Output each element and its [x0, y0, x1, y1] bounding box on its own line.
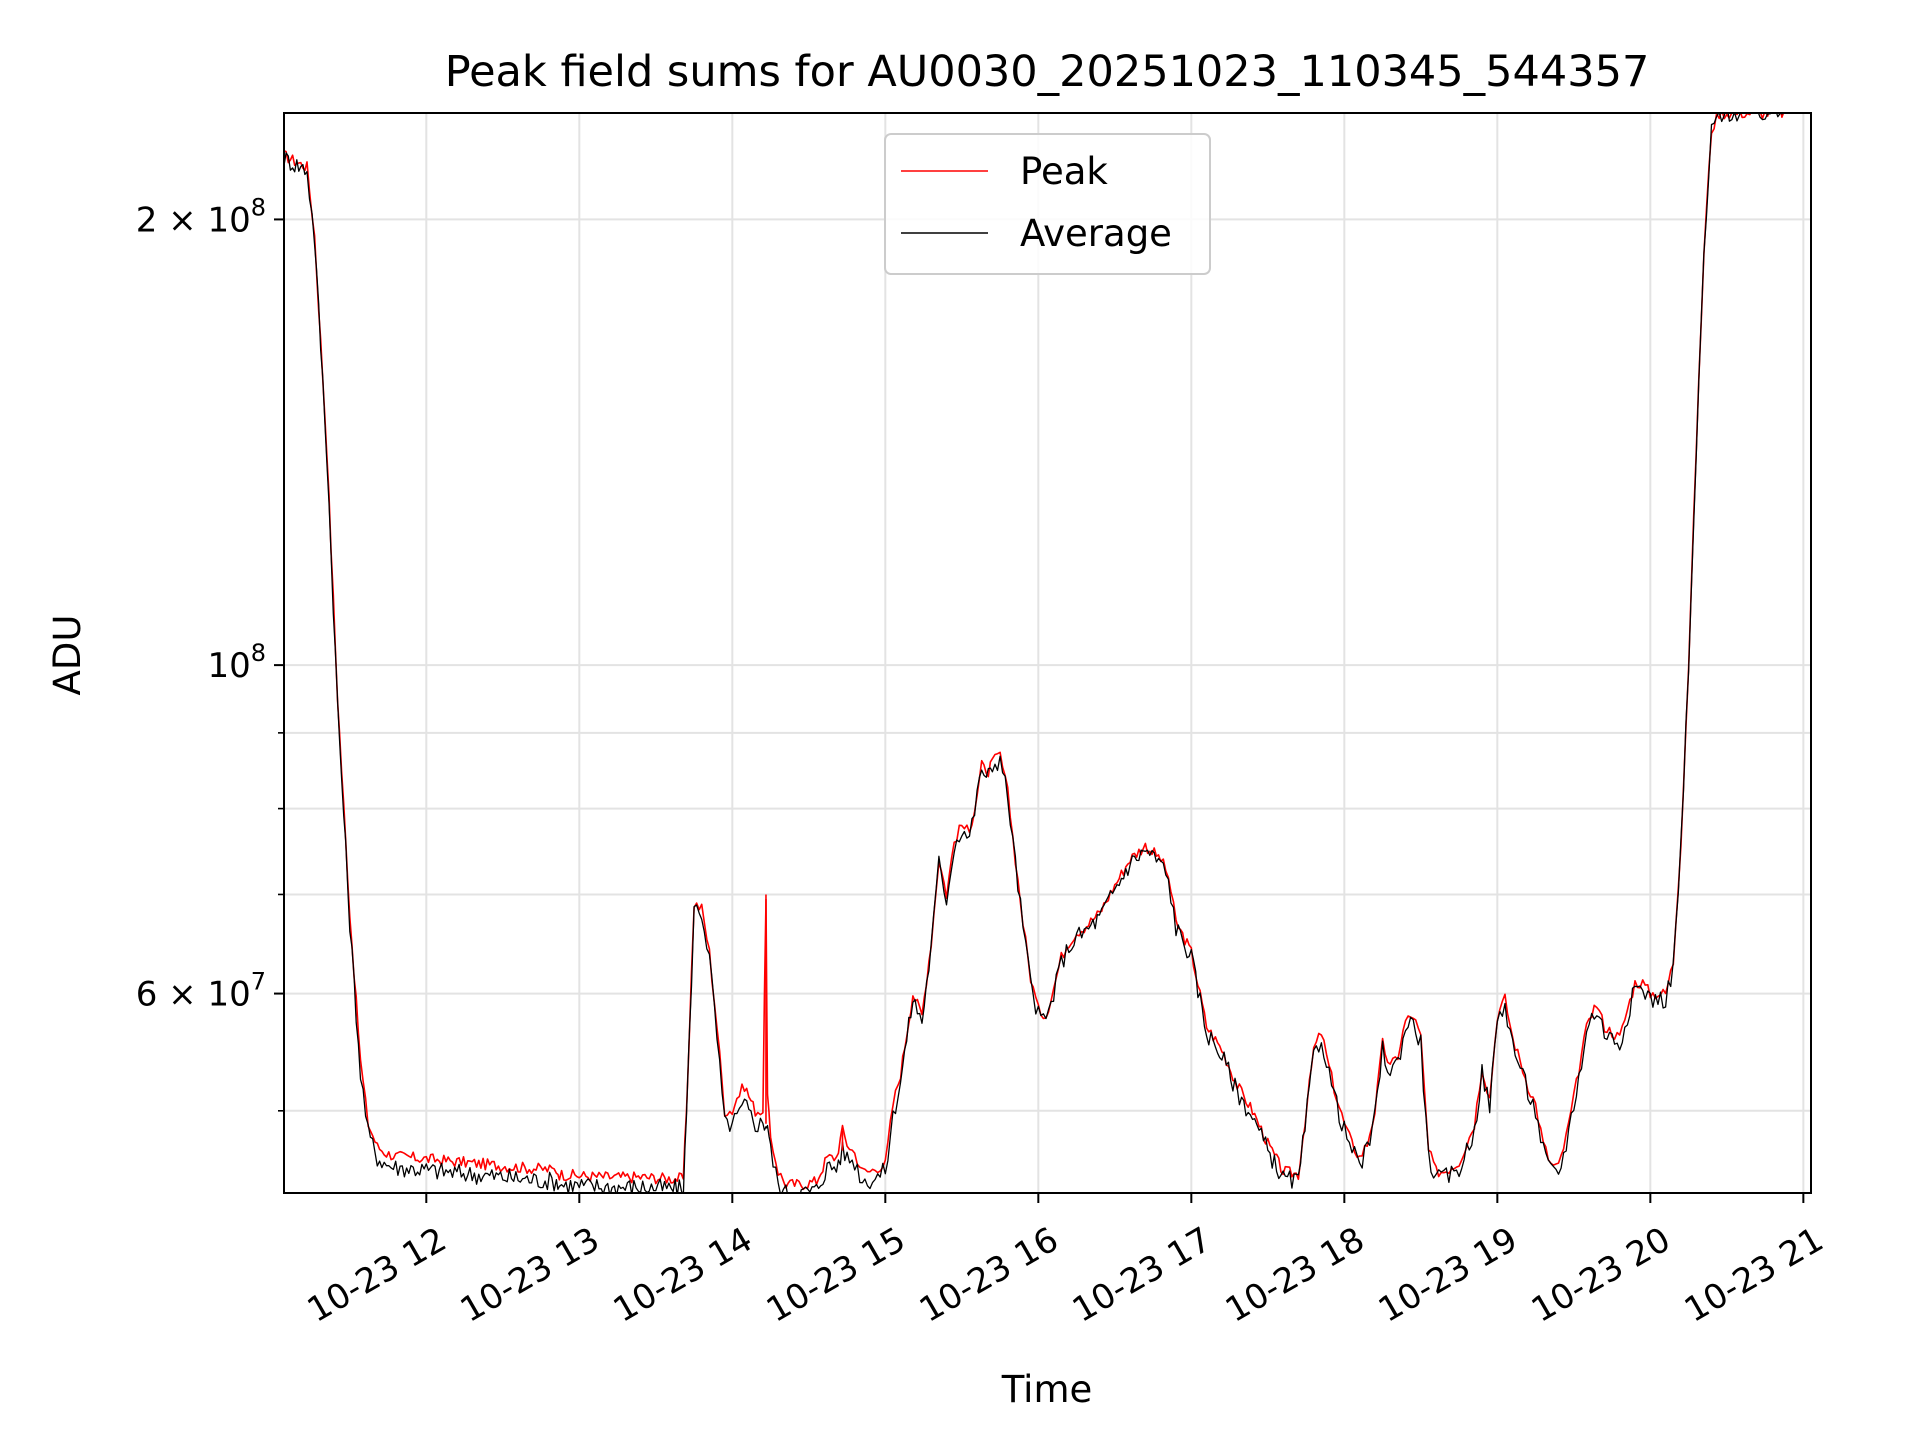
y-tick-exponent: 8: [251, 639, 266, 667]
y-axis-label: ADU: [46, 615, 89, 696]
x-axis-label: Time: [1001, 1368, 1093, 1411]
y-tick-mantissa: 2 × 10: [136, 200, 251, 240]
plot-frame: [283, 112, 1812, 1194]
y-tick-label: 6 × 107: [136, 968, 266, 1015]
legend-peak-label: Peak: [1020, 150, 1108, 193]
y-tick-label: 2 × 108: [136, 193, 266, 240]
y-tick-exponent: 8: [251, 193, 266, 221]
chart-title: Peak field sums for AU0030_20251023_1103…: [445, 47, 1650, 97]
legend-box: [884, 133, 1211, 275]
y-tick-mantissa: 6 × 10: [136, 975, 251, 1015]
series-line-average: [284, 113, 1784, 1193]
series-layer: [284, 113, 1785, 1193]
legend-average-label: Average: [1020, 212, 1172, 255]
y-tick-base: 10: [207, 646, 250, 686]
legend: Peak Average: [884, 133, 1211, 275]
y-tick-label: 108: [207, 639, 266, 686]
y-tick-exponent: 7: [251, 968, 266, 996]
